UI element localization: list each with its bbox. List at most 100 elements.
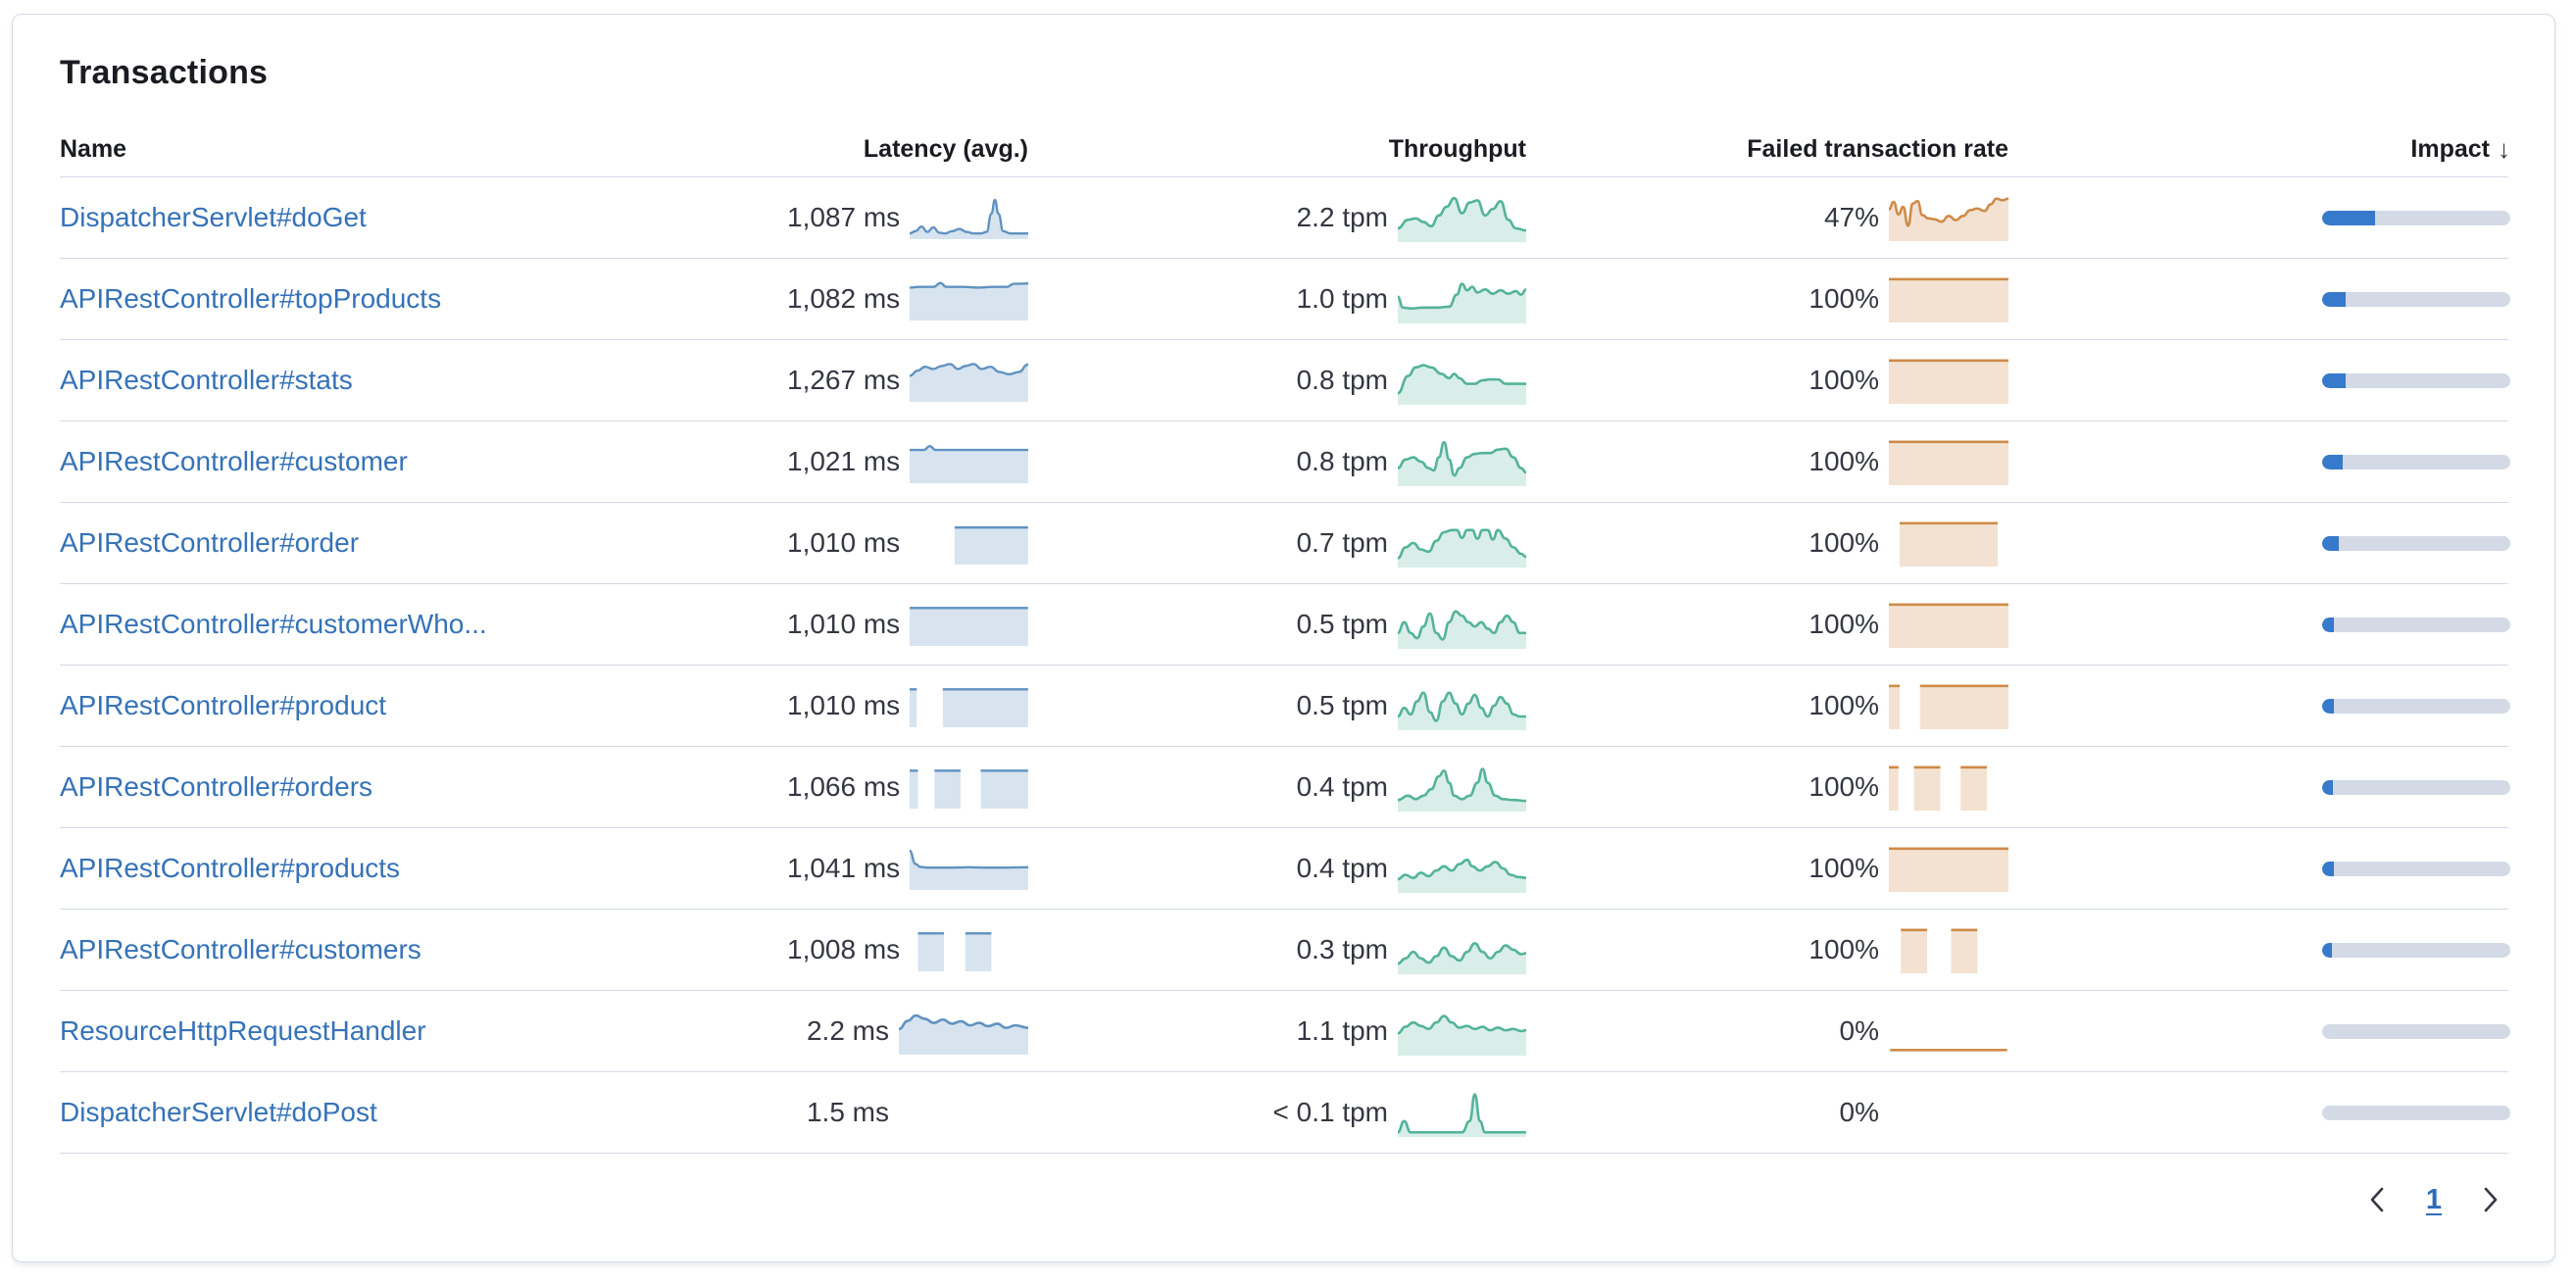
table-row: APIRestController#customer 1,021 ms 0.8 tp… [60, 421, 2510, 503]
failed-rate-sparkline [1901, 928, 1978, 973]
impact-bar [2322, 779, 2510, 795]
failed-rate-sparkline [1889, 847, 2008, 892]
transaction-name-link[interactable]: APIRestController#product [60, 690, 387, 720]
latency-value: 1,087 ms [787, 202, 901, 232]
latency-value: 1,021 ms [787, 446, 901, 476]
throughput-value: < 0.1 tpm [1272, 1097, 1388, 1127]
impact-bar-fill [2322, 210, 2375, 225]
latency-sparkline [910, 849, 1028, 890]
transaction-name-link[interactable]: APIRestController#topProducts [60, 283, 442, 314]
page-number-button[interactable]: 1 [2420, 1183, 2448, 1217]
throughput-sparkline [1398, 691, 1526, 730]
throughput-sparkline [1398, 858, 1526, 893]
throughput-value: 2.2 tpm [1296, 202, 1388, 232]
previous-page-button[interactable] [2363, 1181, 2391, 1218]
throughput-value: 0.5 tpm [1296, 609, 1388, 639]
latency-sparkline [910, 769, 1028, 809]
latency-sparkline [910, 688, 1028, 727]
column-header-impact[interactable]: Impact ↓ [2008, 134, 2510, 165]
latency-value: 1,267 ms [787, 365, 901, 395]
throughput-value: 1.1 tpm [1296, 1015, 1388, 1046]
column-header-latency[interactable]: Latency (avg.) [863, 134, 1028, 163]
impact-bar-fill [2322, 698, 2334, 714]
impact-bar [2322, 372, 2510, 388]
latency-sparkline [910, 281, 1028, 321]
pagination: 1 [60, 1181, 2508, 1218]
failed-rate-sparkline [1889, 359, 2008, 404]
card-title: Transactions [60, 54, 269, 91]
failed-rate-sparkline [1889, 197, 2008, 241]
failed-rate-sparkline [1889, 440, 2008, 485]
failed-rate-sparkline [1889, 603, 2008, 648]
throughput-value: 0.8 tpm [1296, 446, 1388, 476]
throughput-value: 0.8 tpm [1296, 365, 1388, 395]
failed-rate-value: 47% [1823, 202, 1879, 232]
transaction-name-link[interactable]: APIRestController#products [60, 853, 401, 883]
latency-sparkline [910, 445, 1028, 483]
throughput-sparkline [1398, 942, 1526, 974]
transaction-name-link[interactable]: APIRestController#order [60, 527, 360, 558]
next-page-button[interactable] [2477, 1181, 2504, 1218]
impact-bar [2322, 291, 2510, 307]
throughput-value: 0.5 tpm [1296, 690, 1388, 720]
column-header-name[interactable]: Name [60, 134, 127, 163]
throughput-sparkline [1398, 196, 1526, 242]
transaction-name-link[interactable]: ResourceHttpRequestHandler [60, 1015, 426, 1046]
transaction-name-link[interactable]: DispatcherServlet#doPost [60, 1097, 377, 1127]
table-row: APIRestController#stats 1,267 ms 0.8 tpm 10… [60, 340, 2510, 421]
failed-rate-value: 100% [1808, 365, 1879, 395]
table-row: APIRestController#products 1,041 ms 0.4 tp… [60, 828, 2510, 910]
impact-bar-fill [2322, 942, 2332, 958]
impact-bar-fill [2322, 454, 2344, 469]
throughput-value: 0.4 tpm [1296, 771, 1388, 802]
failed-rate-value: 100% [1808, 283, 1879, 314]
impact-bar-fill [2322, 617, 2335, 632]
impact-bar-fill [2322, 779, 2333, 795]
throughput-sparkline [1398, 364, 1526, 405]
failed-rate-sparkline [1889, 684, 2008, 729]
transactions-card: Transactions Name Latency (avg.) Through… [12, 14, 2555, 1262]
latency-sparkline [910, 363, 1028, 402]
chevron-left-icon [2370, 1187, 2384, 1212]
failed-rate-value: 100% [1808, 853, 1879, 883]
table-row: APIRestController#orders 1,066 ms 0.4 tpm 1… [60, 747, 2510, 828]
failed-rate-sparkline [1889, 1089, 2008, 1136]
failed-rate-sparkline [1889, 765, 1988, 811]
column-header-throughput[interactable]: Throughput [1388, 134, 1526, 163]
throughput-sparkline [1398, 1014, 1526, 1056]
throughput-value: 0.3 tpm [1296, 934, 1388, 964]
table-row: DispatcherServlet#doGet 1,087 ms 2.2 tpm 47… [60, 177, 2510, 259]
throughput-sparkline [1398, 528, 1526, 568]
column-header-failed-rate[interactable]: Failed transaction rate [1747, 134, 2008, 163]
transaction-name-link[interactable]: DispatcherServlet#doGet [60, 202, 367, 232]
impact-bar [2322, 698, 2510, 714]
impact-bar-fill [2322, 372, 2346, 388]
latency-value: 1.5 ms [806, 1097, 889, 1127]
throughput-value: 1.0 tpm [1296, 283, 1388, 314]
failed-rate-value: 100% [1808, 446, 1879, 476]
throughput-value: 0.4 tpm [1296, 853, 1388, 883]
transaction-name-link[interactable]: APIRestController#orders [60, 771, 373, 802]
failed-rate-sparkline [1890, 1049, 2007, 1052]
latency-value: 1,010 ms [787, 527, 901, 558]
failed-rate-value: 100% [1808, 690, 1879, 720]
transaction-name-link[interactable]: APIRestController#customerWho... [60, 609, 487, 639]
latency-sparkline [910, 607, 1028, 646]
chevron-right-icon [2484, 1187, 2498, 1212]
latency-sparkline [899, 1013, 1028, 1055]
impact-bar [2322, 942, 2510, 958]
impact-bar [2322, 535, 2510, 551]
transaction-name-link[interactable]: APIRestController#customer [60, 446, 408, 476]
throughput-sparkline [1398, 440, 1526, 486]
latency-sparkline [899, 1089, 1028, 1136]
transaction-name-link[interactable]: APIRestController#stats [60, 365, 353, 395]
throughput-sparkline [1398, 1093, 1526, 1137]
latency-value: 1,082 ms [787, 283, 901, 314]
impact-bar-fill [2322, 861, 2334, 876]
impact-bar [2322, 1105, 2510, 1120]
table-row: DispatcherServlet#doPost 1.5 ms < 0.1 tpm 0… [60, 1072, 2510, 1154]
transaction-name-link[interactable]: APIRestController#customers [60, 934, 421, 964]
latency-sparkline [910, 198, 1028, 239]
failed-rate-value: 100% [1808, 771, 1879, 802]
table-header-row: Name Latency (avg.) Throughput Failed tr… [60, 122, 2510, 177]
